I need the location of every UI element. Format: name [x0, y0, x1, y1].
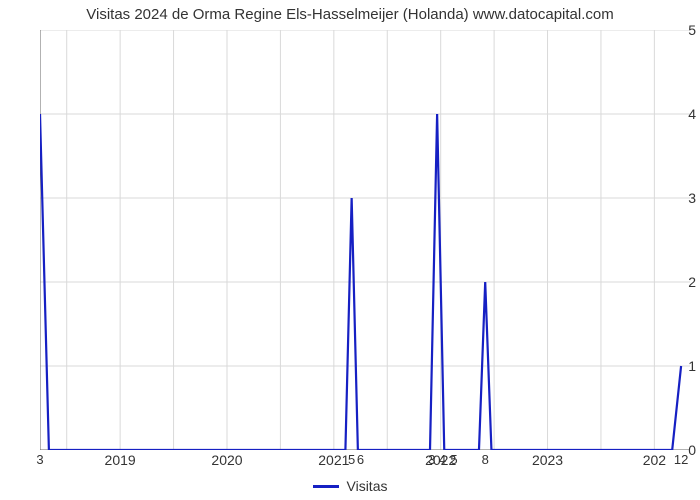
x-small-label: 3: [36, 452, 43, 467]
x-year-label: 2023: [532, 452, 563, 468]
x-year-label: 2020: [211, 452, 242, 468]
y-tick-label: 5: [662, 22, 696, 38]
x-small-label: 5: [348, 452, 355, 467]
x-small-label: 12: [674, 452, 688, 467]
y-tick-label: 3: [662, 190, 696, 206]
legend-line: [313, 485, 339, 488]
x-year-label: 202: [643, 452, 666, 468]
x-year-label: 2021: [318, 452, 349, 468]
y-tick-label: 4: [662, 106, 696, 122]
chart-svg: [40, 30, 690, 450]
y-tick-label: 2: [662, 274, 696, 290]
x-small-label: 3: [428, 452, 435, 467]
x-small-label: 6: [357, 452, 364, 467]
x-small-label: 4: [439, 452, 446, 467]
chart-container: Visitas 2024 de Orma Regine Els-Hasselme…: [0, 0, 700, 500]
legend-label: Visitas: [347, 478, 388, 494]
legend: Visitas: [0, 475, 700, 495]
x-year-label: 2019: [105, 452, 136, 468]
plot-area: [40, 30, 690, 450]
x-small-label: 8: [482, 452, 489, 467]
y-tick-label: 1: [662, 358, 696, 374]
x-small-label: 5: [450, 452, 457, 467]
chart-title: Visitas 2024 de Orma Regine Els-Hasselme…: [0, 6, 700, 23]
